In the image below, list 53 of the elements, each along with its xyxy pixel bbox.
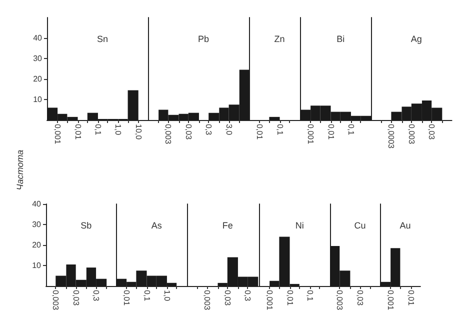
y-tick-label: 40 bbox=[32, 200, 42, 208]
x-tick-label: 0,0003 bbox=[386, 124, 396, 150]
x-tick-label: 0,03 bbox=[71, 290, 80, 306]
text: Au bbox=[399, 220, 410, 230]
y-tick-label: 40 bbox=[33, 34, 43, 42]
x-tick-label: 0,003 bbox=[203, 290, 212, 311]
text: Fe bbox=[222, 220, 234, 230]
x-tick-label: 0,3 bbox=[204, 124, 214, 136]
x-tick-label: 0,03 bbox=[184, 124, 193, 140]
x-tick-label: 10,0 bbox=[134, 124, 143, 140]
y-tick-label: 10 bbox=[32, 261, 42, 270]
x-tick-label: 0,3 bbox=[243, 290, 252, 302]
x-tick-label: 0,01 bbox=[255, 124, 264, 140]
y-tick-label: 20 bbox=[32, 240, 42, 250]
y-axis-title: Частота bbox=[15, 150, 25, 190]
y-tick-label: 30 bbox=[32, 220, 42, 229]
x-tick-label: 0,003 bbox=[164, 124, 173, 145]
text: As bbox=[152, 220, 163, 230]
x-tick-label: 0,1 bbox=[142, 290, 152, 302]
x-tick-label: 0,1 bbox=[305, 290, 314, 302]
x-tick-label: 3,0 bbox=[224, 124, 234, 136]
text: Cu bbox=[354, 220, 366, 230]
x-tick-label: 0,1 bbox=[93, 124, 102, 136]
x-tick-label: 0,01 bbox=[284, 290, 294, 306]
x-tick-label: 0,1 bbox=[275, 124, 284, 136]
x-tick-label: 0,03 bbox=[427, 124, 436, 140]
x-tick-label: 0,001 bbox=[386, 290, 395, 311]
x-tick-label: 0,01 bbox=[406, 290, 416, 306]
x-tick-label: 0,001 bbox=[264, 290, 274, 311]
text: Ag bbox=[411, 34, 422, 44]
x-tick-label: 0,001 bbox=[53, 124, 62, 145]
x-tick-label: 0,01 bbox=[122, 290, 132, 306]
y-tick-label: 30 bbox=[33, 54, 43, 63]
x-tick-label: 0,03 bbox=[355, 290, 364, 306]
x-tick-label: 0,003 bbox=[407, 124, 416, 145]
x-tick-label: 1,0 bbox=[114, 124, 123, 136]
x-tick-label: 0,003 bbox=[51, 290, 60, 311]
text: Sn bbox=[96, 34, 108, 44]
text: Ni bbox=[294, 220, 304, 230]
x-tick-label: 0,1 bbox=[346, 124, 356, 136]
y-tick-label: 20 bbox=[33, 74, 43, 84]
x-tick-label: 0,01 bbox=[326, 124, 336, 140]
x-tick-label: 0,03 bbox=[223, 290, 232, 306]
text: Sb bbox=[80, 220, 92, 230]
x-tick-label: 1,0 bbox=[162, 290, 172, 302]
x-tick-label: 0,003 bbox=[334, 290, 344, 311]
text: Bi bbox=[336, 34, 345, 44]
y-tick-label: 10 bbox=[33, 95, 43, 104]
text: Zn bbox=[274, 34, 285, 44]
x-tick-label: 0,3 bbox=[92, 290, 101, 302]
x-tick-label: 0,001 bbox=[306, 124, 316, 145]
x-tick-label: 0,01 bbox=[73, 124, 82, 140]
text: Pb bbox=[198, 34, 210, 44]
